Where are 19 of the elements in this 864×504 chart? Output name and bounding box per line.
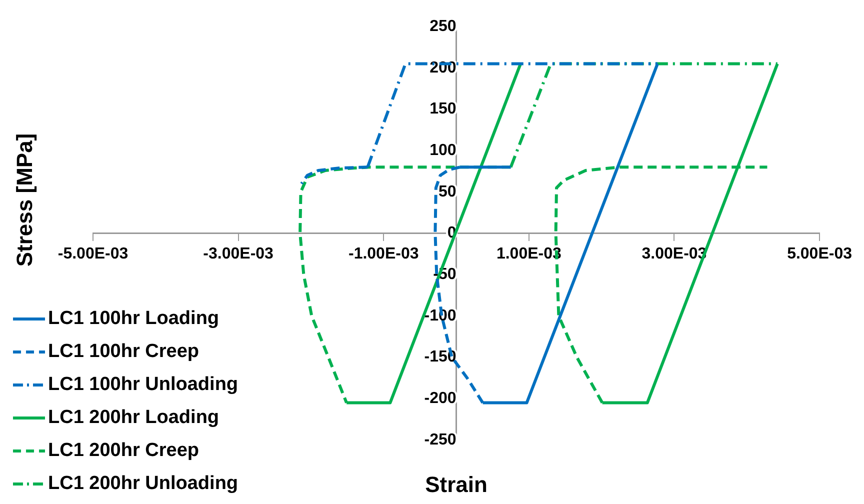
y-tick-label: -200 <box>424 390 456 408</box>
x-tick-label: -3.00E-03 <box>203 245 274 262</box>
x-axis-title: Strain <box>425 472 488 498</box>
y-tick-label: -150 <box>424 348 456 366</box>
x-tick-label: -1.00E-03 <box>348 245 419 262</box>
y-tick-label: 150 <box>430 100 456 118</box>
x-tick-label: 5.00E-03 <box>787 245 852 262</box>
legend-label: LC1 100hr Unloading <box>48 374 238 396</box>
legend-label: LC1 100hr Creep <box>48 340 200 362</box>
x-tick-label: -5.00E-03 <box>58 245 128 262</box>
y-tick-label: 50 <box>438 183 456 200</box>
y-axis-title: Stress [MPa] <box>12 133 38 267</box>
y-tick-label: -250 <box>424 431 456 448</box>
legend-label: LC1 200hr Unloading <box>48 472 238 494</box>
legend-label: LC1 200hr Creep <box>48 440 200 462</box>
legend-label: LC1 200hr Loading <box>48 406 220 428</box>
y-tick-label: 100 <box>430 142 456 160</box>
y-tick-label: 250 <box>430 18 456 36</box>
legend-label: LC1 100hr Loading <box>48 308 220 330</box>
